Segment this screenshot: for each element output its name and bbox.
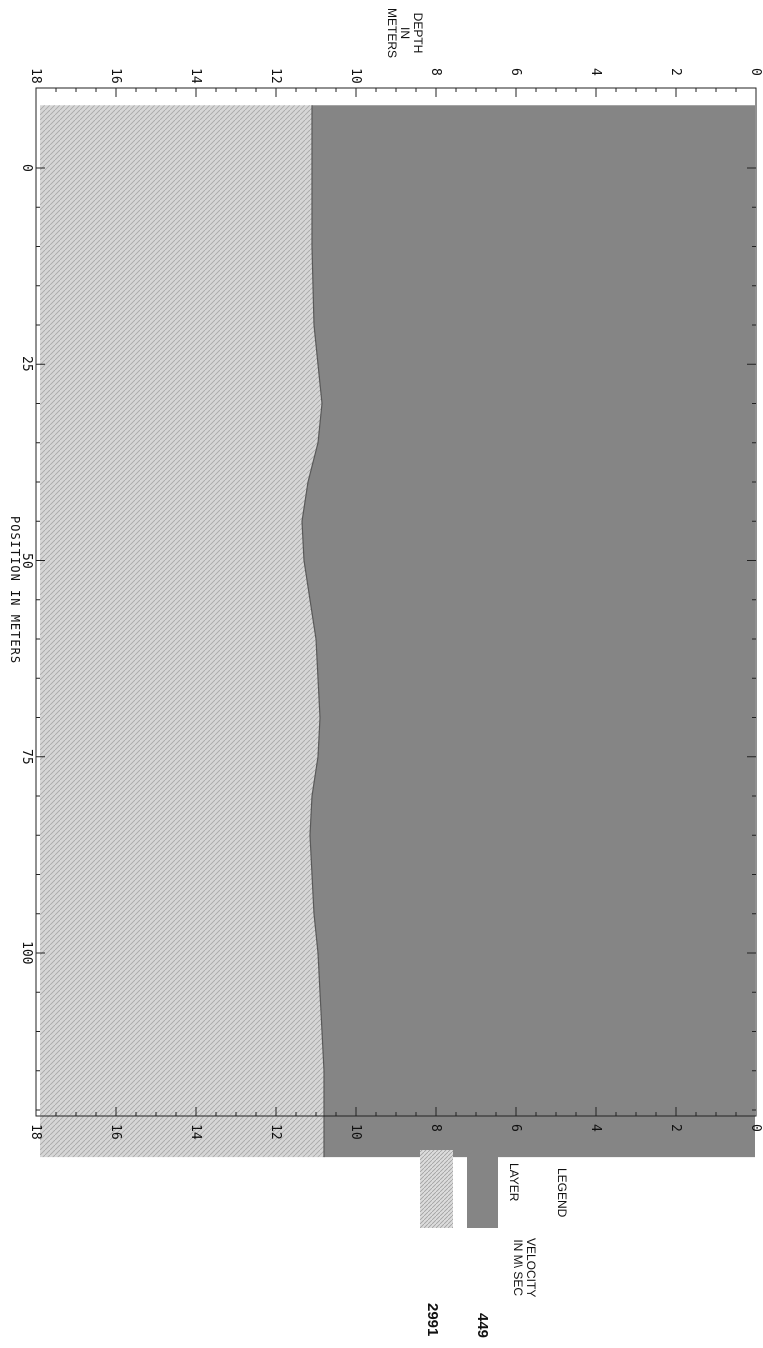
legend-velocity-header: VELOCITY IN M\ SEC <box>511 1238 538 1298</box>
y-tick-label: 4 <box>588 1124 603 1132</box>
y-tick-label: 12 <box>268 1124 283 1140</box>
layer-polygon <box>302 105 755 1158</box>
y-axis-title-line: IN <box>398 27 412 39</box>
legend-group <box>420 1150 498 1228</box>
legend-swatch <box>467 1150 498 1228</box>
legend-velocity-header-line: VELOCITY <box>524 1238 538 1298</box>
y-tick-label: 8 <box>428 68 443 76</box>
y-tick-label: 6 <box>508 1124 523 1132</box>
y-tick-label: 16 <box>108 1124 123 1140</box>
y-tick-label: 12 <box>268 68 283 84</box>
legend-layer-header: LAYER <box>507 1163 521 1202</box>
y-tick-label: 10 <box>348 68 363 84</box>
layer-interface-line <box>301 105 325 1158</box>
axes-group <box>35 87 757 1117</box>
layer-polygon <box>40 105 324 1158</box>
legend-velocity-value: 2991 <box>424 1303 441 1337</box>
legend-velocity-header-line: IN M\ SEC <box>511 1239 525 1297</box>
y-tick-label: 14 <box>188 68 203 84</box>
legend-velocity-value: 449 <box>474 1313 491 1339</box>
y-tick-label: 2 <box>668 1124 683 1132</box>
y-tick-label: 6 <box>508 68 523 76</box>
y-axis-title: DEPTH IN METERS <box>385 8 425 59</box>
layers-group <box>40 105 755 1158</box>
y-tick-label: 10 <box>348 1124 363 1140</box>
y-tick-label: 18 <box>28 68 43 84</box>
x-tick-label: 0 <box>19 164 34 172</box>
y-axis-title-line: DEPTH <box>411 12 425 54</box>
y-tick-label: 8 <box>428 1124 443 1132</box>
x-axis-title: POSITION IN METERS <box>8 516 22 665</box>
y-tick-label: 2 <box>668 68 683 76</box>
x-tick-label: 100 <box>19 941 34 965</box>
y-tick-label: 16 <box>108 68 123 84</box>
x-tick-label: 25 <box>19 356 34 372</box>
x-tick-label: 75 <box>19 748 34 765</box>
y-tick-label: 0 <box>748 68 763 76</box>
legend-title: LEGEND <box>555 1168 569 1218</box>
y-tick-label: 14 <box>188 1124 203 1140</box>
y-tick-label: 4 <box>588 68 603 76</box>
y-axis-title-line: METERS <box>385 8 399 59</box>
y-tick-label: 0 <box>748 1124 763 1132</box>
legend-swatch <box>420 1150 453 1228</box>
y-tick-label: 18 <box>28 1124 43 1140</box>
